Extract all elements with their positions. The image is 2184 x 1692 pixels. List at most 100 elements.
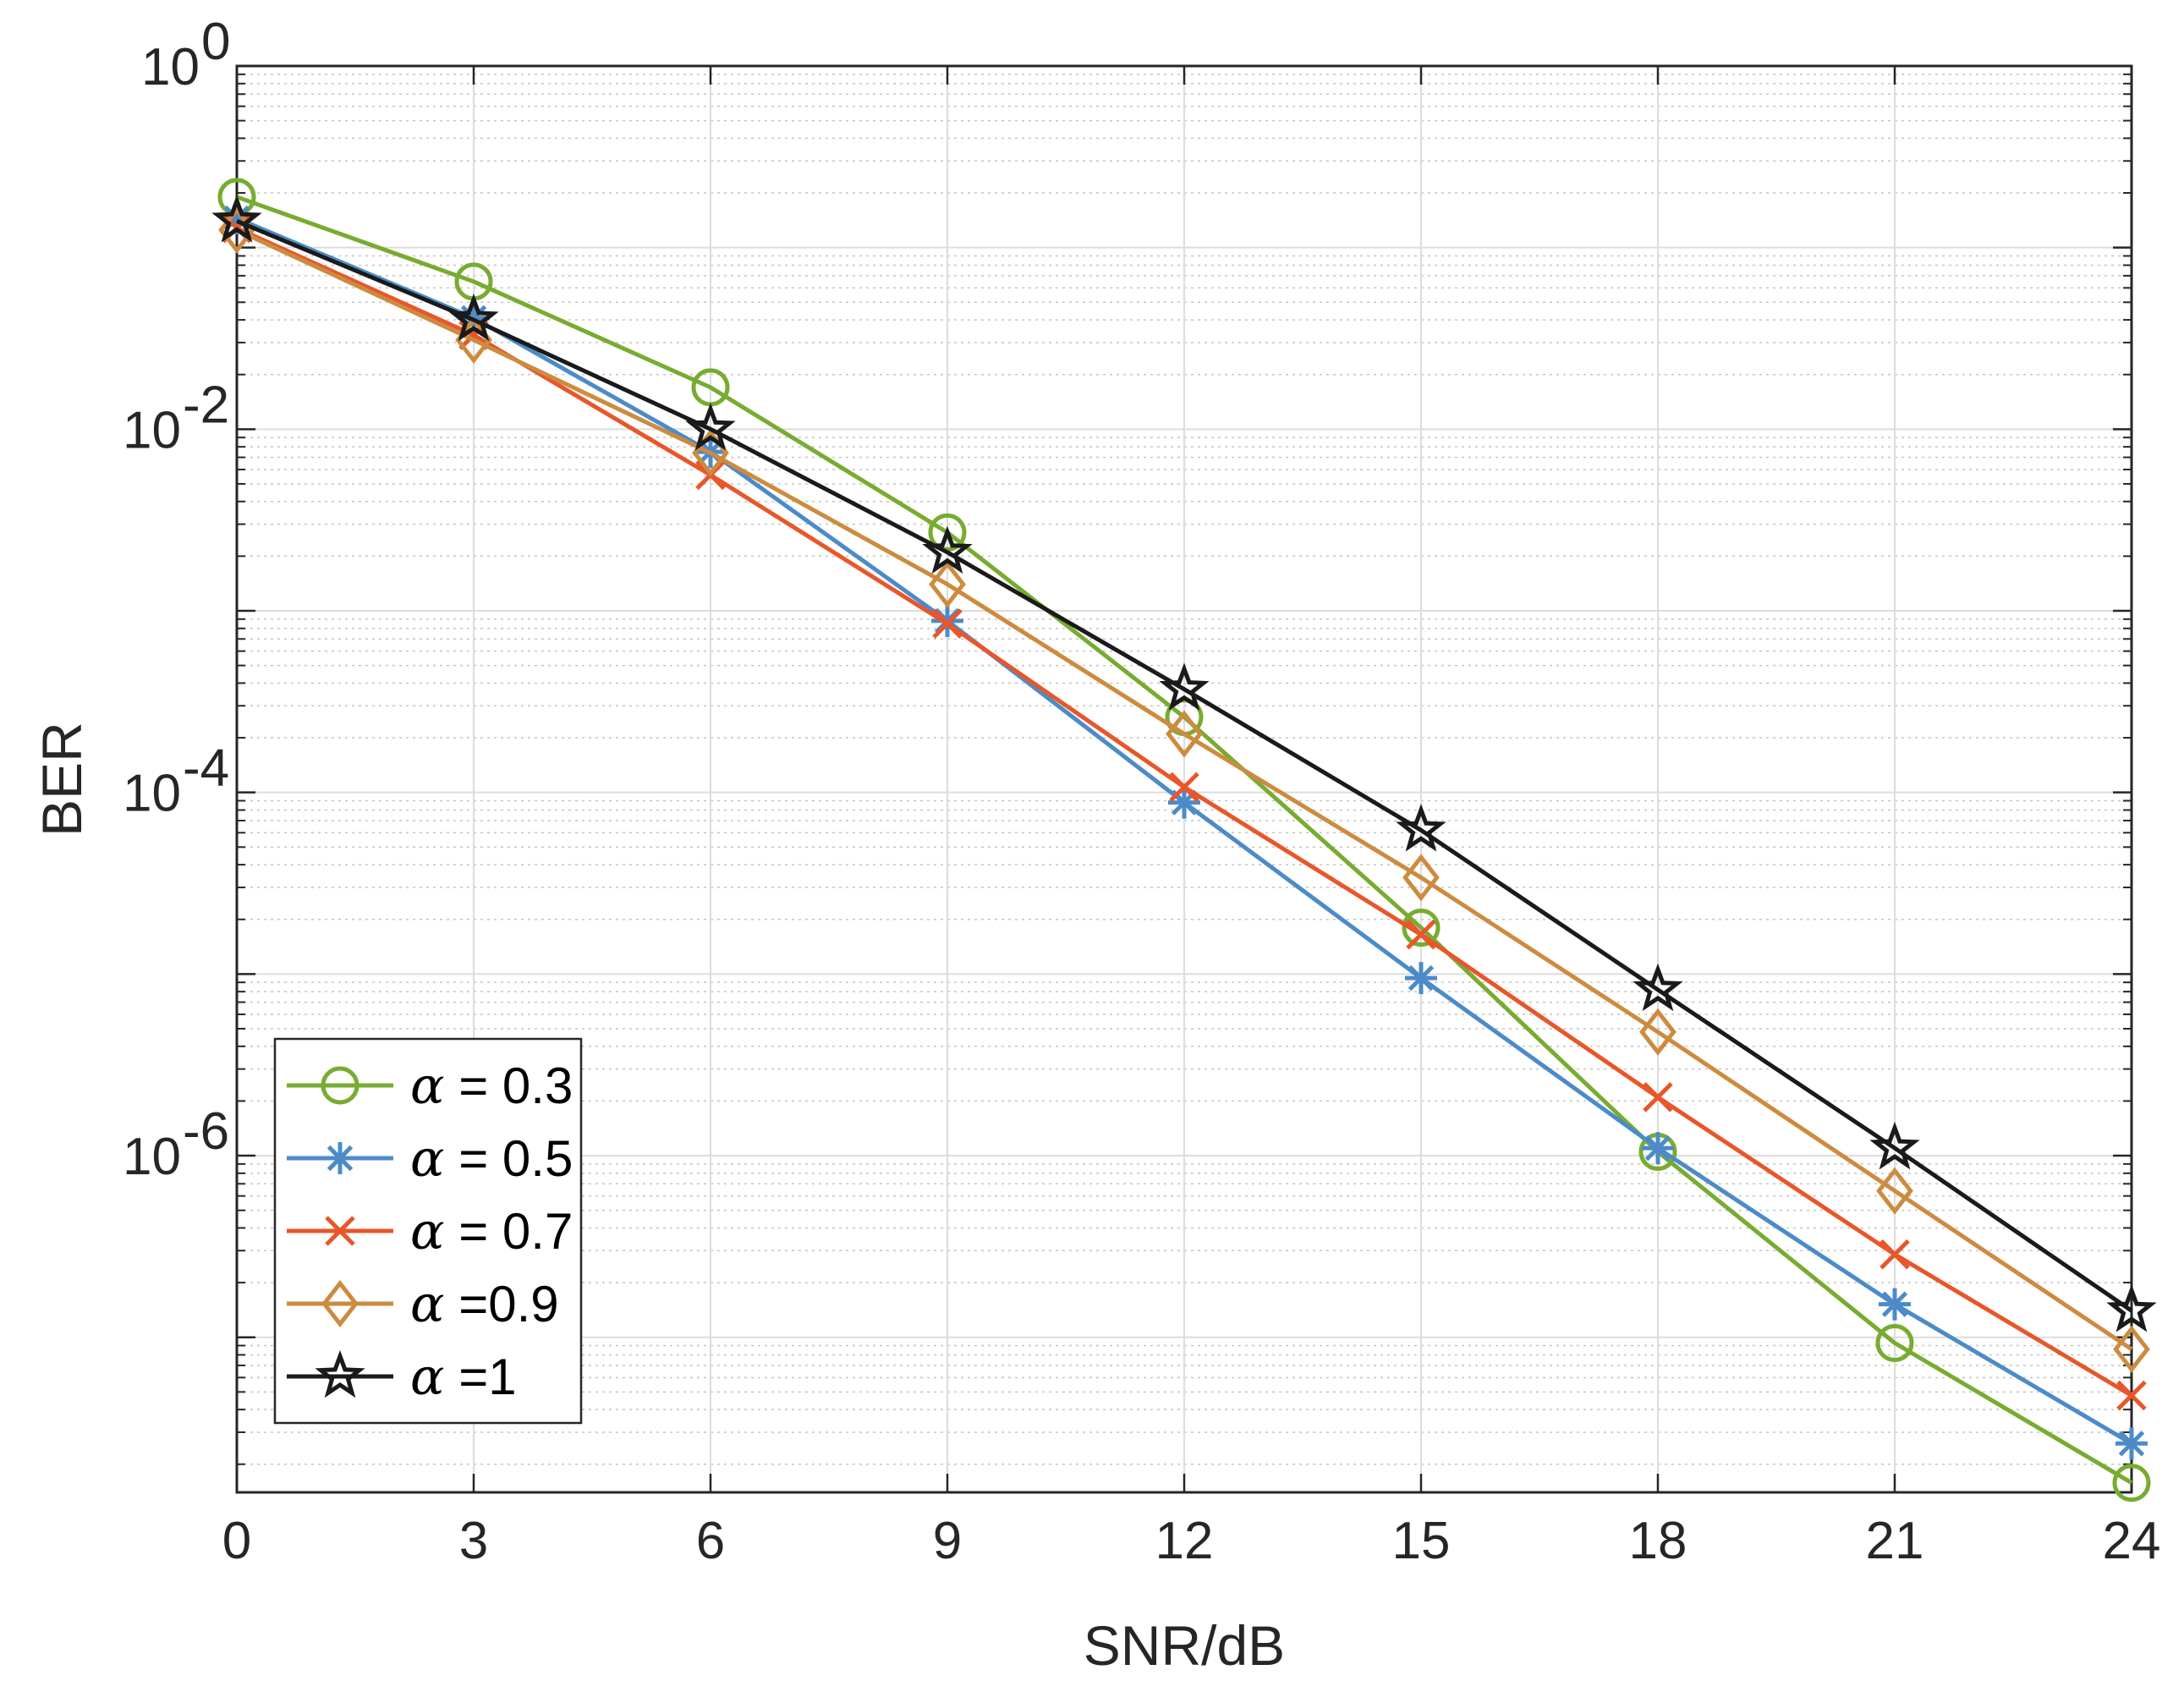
legend-label: α = 0.7 [410,1202,573,1261]
data-point [1405,962,1437,995]
x-stroke [1406,919,1436,950]
data-point [1159,662,1210,711]
x-stroke [1879,1239,1910,1270]
data-point [1402,854,1440,902]
y-tick-label-base: 10 [141,38,200,96]
legend-value: =0.9 [445,1276,559,1332]
x-tick-label: 3 [459,1512,488,1570]
asterisk-stroke [1881,1291,1908,1317]
star-marker [1869,1121,1920,1170]
data-point [1166,710,1203,758]
axis-ticks [235,64,2133,1492]
asterisk-stroke [1408,964,1435,992]
data-point [448,293,499,342]
star-marker [685,403,736,451]
legend-marker [321,1066,359,1105]
data-point [1875,1323,1914,1362]
star-marker [1633,963,1683,1012]
x-tick-label: 0 [222,1512,251,1570]
circle-marker [928,513,967,552]
data-point [1406,919,1436,950]
legend-symbol: α [410,1275,445,1334]
x-tick-label: 24 [2103,1512,2161,1570]
data-point [1396,804,1446,852]
x-tick-labels: 0 3 6 9 12 15 18 21 24 [222,1512,2161,1570]
y-tick-label-base: 10 [123,765,181,823]
data-point [1869,1121,1920,1170]
asterisk-stroke [1644,1134,1671,1162]
diamond-marker [1876,1167,1913,1215]
diamond-marker [1166,710,1203,758]
diamond-marker [321,1279,359,1328]
star-marker [315,1349,365,1398]
data-point [1879,1239,1910,1270]
diamond-marker [1639,1008,1676,1056]
y-tick-label-exponent: 0 [201,13,230,71]
x-tick-label: 18 [1629,1512,1687,1570]
diamond-marker [1402,854,1440,902]
y-tick-label-exponent: -6 [183,1102,229,1161]
diamond-marker [2113,1325,2150,1373]
legend-marker [315,1349,365,1398]
data-point [929,560,966,608]
diamond-marker [929,560,966,608]
circle-marker [1402,909,1440,948]
x-tick-label: 15 [1392,1512,1451,1570]
x-stroke [1643,1082,1673,1112]
circle-marker [1875,1323,1914,1362]
data-point [1879,1288,1911,1321]
star-marker [1396,804,1446,852]
legend-entry: α =0.9 [287,1275,559,1334]
series-layer [211,178,2157,1502]
series-line [236,195,2133,1485]
star-marker [1159,662,1210,711]
legend-symbol: α [410,1348,445,1407]
legend-entry: α =1 [287,1348,517,1407]
y-axis-label: BER [30,722,93,837]
x-stroke [1169,772,1199,803]
series-line [236,218,2133,1313]
x-tick-label: 12 [1155,1512,1214,1570]
data-point [2106,1284,2157,1332]
legend-value: = 0.3 [445,1058,573,1114]
star-marker [922,525,973,574]
x-tick-label: 21 [1866,1512,1924,1570]
data-point [211,195,262,243]
y-tick-label-base: 10 [123,1128,181,1186]
data-point [932,608,963,639]
data-point [1639,1008,1676,1056]
legend-value: = 0.7 [445,1203,573,1260]
legend-symbol: α [410,1202,445,1261]
legend-label: α = 0.3 [410,1057,573,1116]
legend-entry: α = 0.5 [287,1129,573,1189]
legend-symbol: α [410,1057,445,1116]
data-point [2113,1325,2150,1373]
series-5 [211,195,2157,1332]
data-point [2115,1427,2148,1460]
circle-marker [2112,1464,2151,1502]
x-tick-label: 9 [933,1512,962,1570]
circle-marker [321,1066,359,1105]
legend-label: α = 0.5 [410,1129,573,1189]
data-point [928,513,967,552]
legend-label: α =1 [410,1348,517,1407]
legend-value: = 0.5 [445,1130,573,1187]
star-marker [211,195,262,243]
data-point [1876,1167,1913,1215]
data-point [1643,1082,1673,1112]
legend-value: =1 [445,1349,517,1405]
legend-marker [325,1216,355,1246]
data-point [1402,909,1440,948]
y-tick-label-exponent: -2 [183,376,229,434]
data-point [1168,786,1200,819]
asterisk-stroke [2118,1431,2145,1457]
asterisk-stroke [327,1145,354,1172]
legend-entry: α = 0.7 [287,1202,573,1261]
x-stroke [325,1216,355,1246]
legend-marker [321,1279,359,1328]
data-point [1642,1132,1674,1165]
legend-symbol: α [410,1129,445,1189]
data-point [1169,772,1199,803]
legend-entry: α = 0.3 [287,1057,573,1116]
